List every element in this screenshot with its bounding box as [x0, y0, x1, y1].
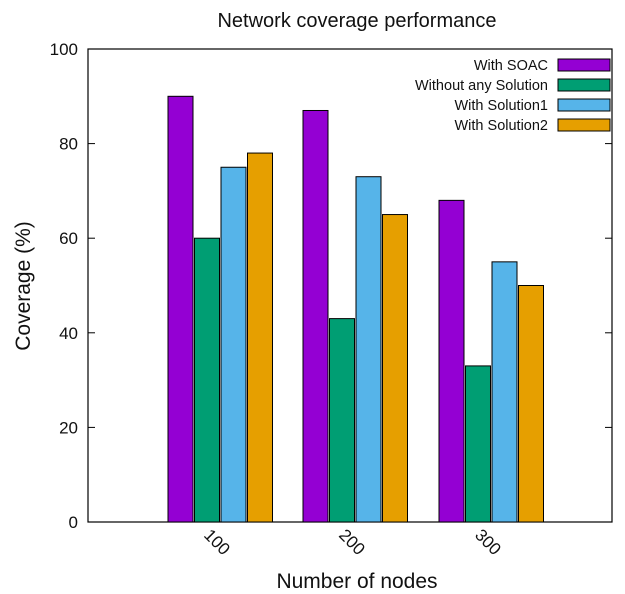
legend-swatch: [557, 58, 611, 72]
legend-label: With Solution1: [455, 98, 549, 114]
x-tick-label: 100: [200, 525, 233, 558]
x-axis-label: Number of nodes: [276, 570, 437, 593]
bar-300-1: [465, 365, 491, 523]
y-tick-label: 100: [50, 40, 78, 59]
legend-label: Without any Solution: [415, 78, 548, 94]
bar-300-3: [518, 285, 544, 523]
bar-100-0: [167, 95, 194, 523]
plot-area: 0 20 40 60 80 100 100 200 300: [50, 40, 613, 559]
bar-200-1: [329, 318, 355, 523]
x-tick-label: 200: [335, 525, 368, 558]
y-tick-label: 20: [59, 418, 78, 437]
y-axis-label: Coverage (%): [12, 221, 35, 351]
y-tick-label: 0: [69, 513, 78, 532]
chart-title: Network coverage performance: [217, 10, 496, 32]
legend-swatch: [557, 98, 611, 112]
y-tick-label: 40: [59, 324, 78, 343]
bar-100-1: [194, 237, 220, 523]
legend-label: With SOAC: [474, 58, 548, 74]
legend-label: With Solution2: [455, 118, 549, 134]
bar-200-2: [355, 176, 382, 523]
bar-100-3: [247, 152, 273, 523]
legend-swatch: [557, 118, 611, 132]
y-tick-label: 60: [59, 229, 78, 248]
legend: With SOAC Without any Solution With Soluti…: [415, 58, 611, 134]
legend-swatch: [557, 78, 611, 92]
bar-300-0: [438, 199, 465, 523]
x-tick-label: 300: [471, 525, 504, 558]
bar-200-0: [302, 109, 329, 523]
bar-300-2: [491, 261, 518, 523]
y-tick-label: 80: [59, 135, 78, 154]
bar-200-3: [382, 214, 408, 523]
bar-100-2: [220, 166, 247, 523]
